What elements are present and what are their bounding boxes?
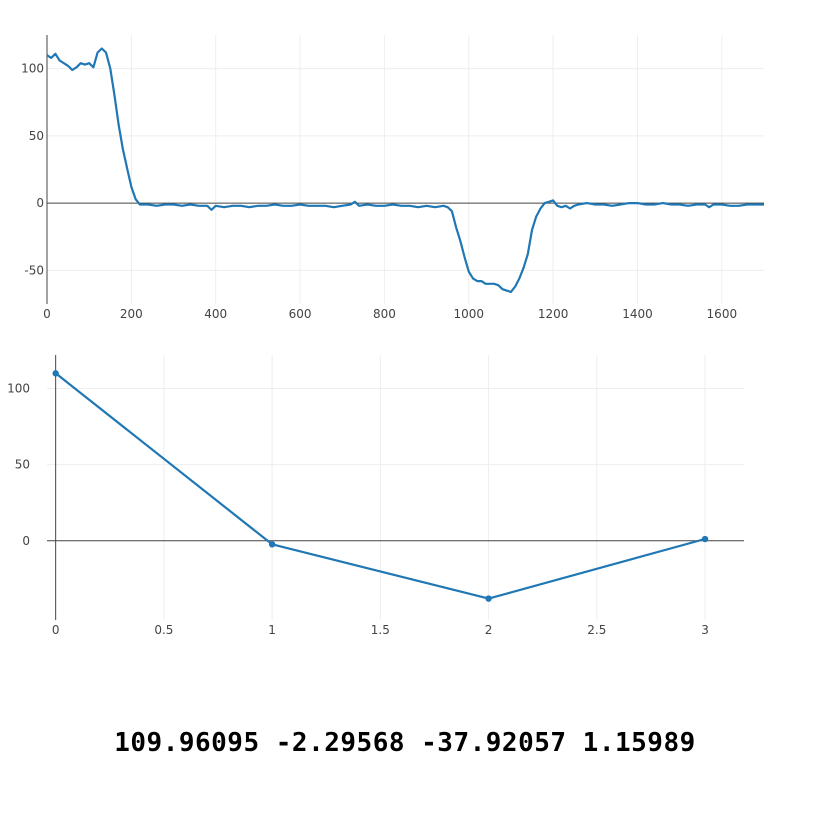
series-line — [55, 372, 706, 600]
x-tick-label: 1000 — [453, 307, 484, 321]
x-tick-label: 200 — [120, 307, 143, 321]
x-tick-label: 2.5 — [587, 623, 606, 637]
data-point — [52, 370, 59, 377]
series-line — [46, 47, 764, 293]
y-tick-label: 50 — [29, 129, 44, 143]
grid — [47, 355, 744, 620]
tick-labels: 0 0.5 1 1.5 2 2.5 3 0 50 100 — [7, 382, 709, 637]
data-point — [268, 541, 276, 548]
x-tick-label: 0.5 — [154, 623, 173, 637]
x-tick-label: 1200 — [538, 307, 569, 321]
x-tick-label: 1400 — [622, 307, 653, 321]
series — [52, 370, 709, 602]
series — [46, 47, 764, 293]
y-tick-label: 0 — [36, 196, 44, 210]
x-tick-label: 1 — [268, 623, 276, 637]
x-tick-label: 2 — [485, 623, 493, 637]
tick-labels: 0 200 400 600 800 1000 1200 1400 1600 -50 0 50 100 — [21, 62, 737, 321]
values-readout: 109.96095 -2.29568 -37.92057 1.15989 — [114, 728, 696, 758]
time-series-chart: 0 200 400 600 800 1000 1200 1400 1600 -50 0 50 100 — [21, 35, 764, 321]
x-tick-label: 600 — [289, 307, 312, 321]
x-tick-label: 800 — [373, 307, 396, 321]
grid — [46, 35, 764, 304]
y-tick-label: 0 — [22, 534, 30, 548]
y-tick-label: 100 — [7, 382, 30, 396]
x-tick-label: 400 — [204, 307, 227, 321]
x-tick-label: 1600 — [707, 307, 738, 321]
x-tick-label: 0 — [43, 307, 51, 321]
x-tick-label: 0 — [52, 623, 60, 637]
data-point — [701, 535, 709, 543]
four-point-chart: 0 0.5 1 1.5 2 2.5 3 0 50 100 — [7, 355, 744, 637]
y-tick-label: 100 — [21, 62, 44, 76]
x-tick-label: 1.5 — [371, 623, 390, 637]
y-tick-label: -50 — [24, 263, 44, 277]
y-tick-label: 50 — [15, 458, 30, 472]
x-tick-label: 3 — [701, 623, 709, 637]
data-point — [485, 595, 492, 602]
